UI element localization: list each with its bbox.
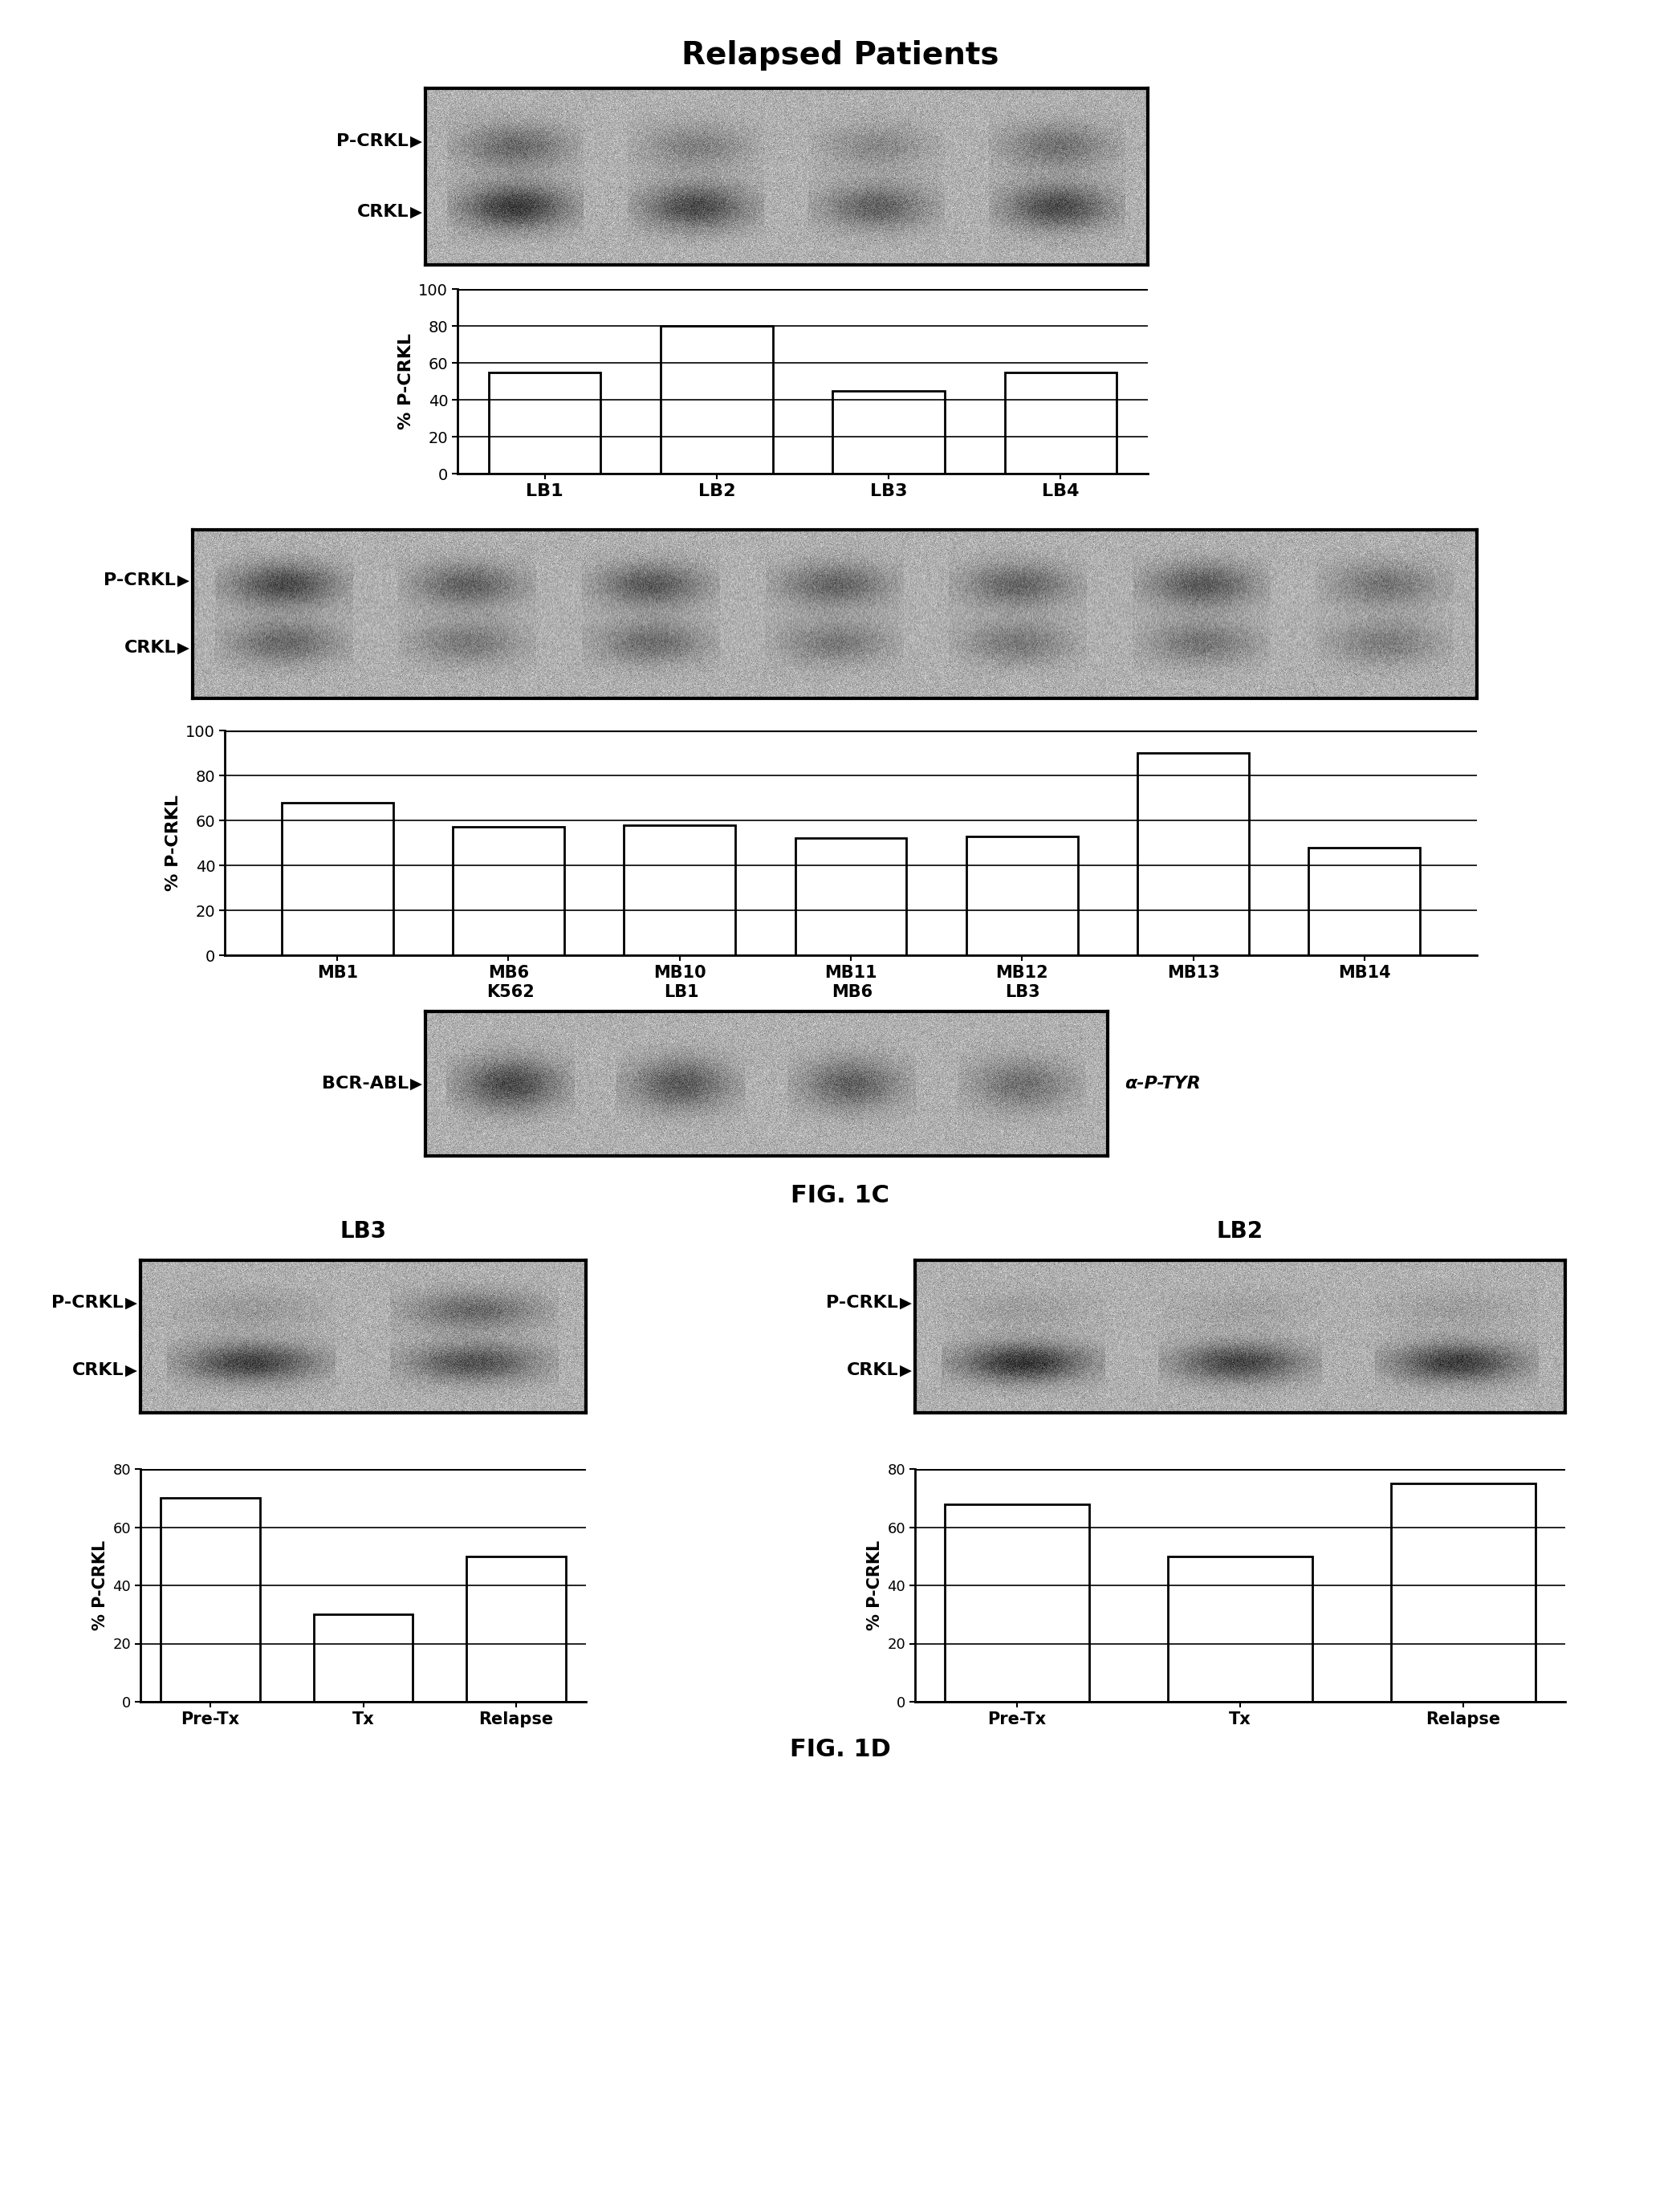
Text: LB3: LB3 (339, 1219, 386, 1243)
Bar (314, 1615, 413, 1702)
Bar (1309, 848, 1420, 955)
Text: P-CRKL: P-CRKL (104, 572, 176, 588)
Text: ▶: ▶ (410, 133, 422, 149)
Text: LB3: LB3 (1005, 985, 1040, 1001)
Bar (623, 826, 736, 955)
Y-axis label: % P-CRKL: % P-CRKL (165, 795, 181, 891)
Text: ▶: ▶ (410, 203, 422, 218)
Text: P-CRKL: P-CRKL (827, 1296, 899, 1311)
Bar (161, 1499, 260, 1702)
Text: MB6: MB6 (832, 985, 872, 1001)
Text: P-CRKL: P-CRKL (52, 1296, 124, 1311)
Bar (489, 371, 601, 474)
Text: α-P-TYR: α-P-TYR (1124, 1075, 1201, 1092)
Bar (833, 391, 944, 474)
Text: ▶: ▶ (900, 1363, 912, 1379)
Text: P-CRKL: P-CRKL (336, 133, 408, 149)
Text: FIG. 1D: FIG. 1D (790, 1739, 890, 1761)
Text: CRKL: CRKL (72, 1361, 124, 1379)
Text: FIG. 1C: FIG. 1C (791, 1184, 889, 1208)
Bar (966, 837, 1077, 955)
Y-axis label: % P-CRKL: % P-CRKL (398, 332, 413, 430)
Text: CRKL: CRKL (124, 640, 176, 655)
Bar (1391, 1484, 1536, 1702)
Text: K562: K562 (487, 985, 534, 1001)
Text: LB1: LB1 (664, 985, 699, 1001)
Text: ▶: ▶ (178, 572, 190, 588)
Text: ▶: ▶ (900, 1296, 912, 1311)
Y-axis label: % P-CRKL: % P-CRKL (92, 1540, 108, 1630)
Text: ▶: ▶ (124, 1363, 138, 1379)
Text: ▶: ▶ (410, 1075, 422, 1090)
Bar (282, 802, 393, 955)
Text: CRKL: CRKL (356, 203, 408, 221)
Text: ▶: ▶ (178, 640, 190, 655)
Bar (1005, 371, 1117, 474)
Bar (944, 1503, 1090, 1702)
Bar (454, 828, 564, 955)
Bar (467, 1556, 566, 1702)
Bar (660, 326, 773, 474)
Text: CRKL: CRKL (847, 1361, 899, 1379)
Text: ▶: ▶ (124, 1296, 138, 1311)
Bar (1168, 1556, 1312, 1702)
Bar (1137, 754, 1248, 955)
Y-axis label: % P-CRKL: % P-CRKL (867, 1540, 884, 1630)
Text: Relapsed Patients: Relapsed Patients (682, 39, 998, 70)
Text: BCR-ABL: BCR-ABL (323, 1075, 408, 1092)
Bar (795, 839, 907, 955)
Text: LB2: LB2 (1216, 1219, 1263, 1243)
